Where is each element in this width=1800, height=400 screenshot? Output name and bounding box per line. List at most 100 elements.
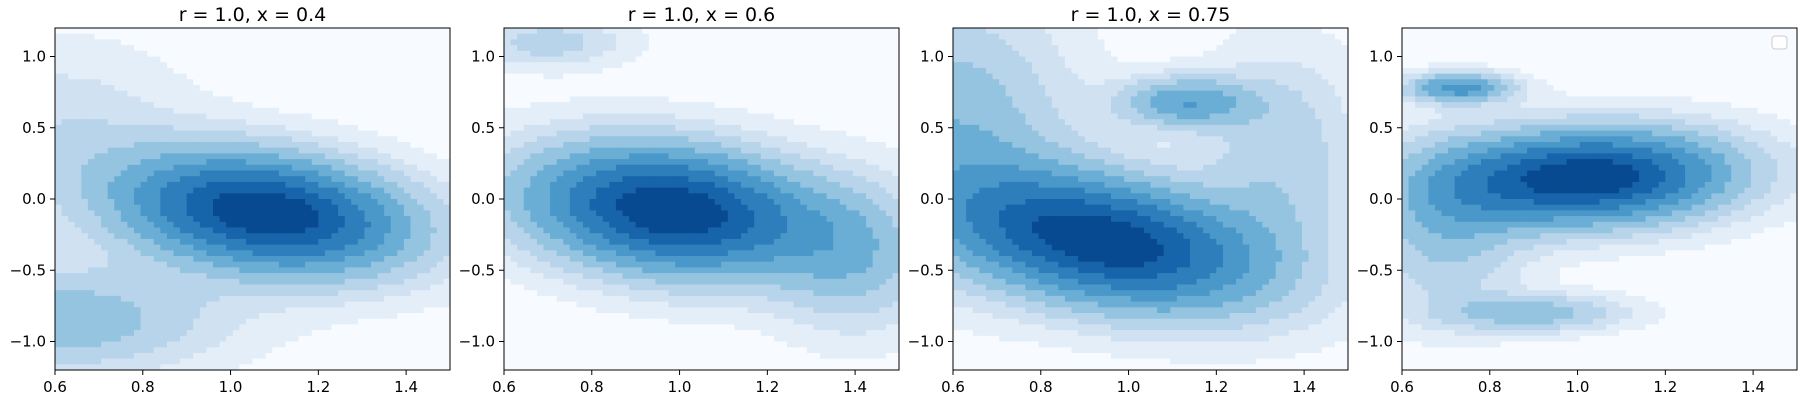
density-cell xyxy=(160,267,168,274)
density-cell xyxy=(397,250,405,257)
density-cell xyxy=(68,124,76,132)
density-cell xyxy=(417,210,425,217)
density-cell xyxy=(760,50,768,58)
density-cell xyxy=(885,136,894,143)
density-cell xyxy=(226,352,234,360)
density-cell xyxy=(423,67,431,75)
density-cell xyxy=(127,113,135,120)
density-cell xyxy=(265,324,273,331)
density-cell xyxy=(173,181,181,189)
density-cell xyxy=(259,50,267,58)
density-cell xyxy=(140,216,148,223)
density-cell xyxy=(166,56,175,63)
density-cell xyxy=(371,335,379,343)
density-cell xyxy=(206,107,214,115)
density-cell xyxy=(866,124,874,132)
density-cell xyxy=(265,85,273,92)
density-cell xyxy=(390,352,398,360)
density-cell xyxy=(583,39,591,46)
density-cell xyxy=(344,347,352,354)
density-cell xyxy=(219,39,227,46)
density-cell xyxy=(787,130,795,137)
density-cell xyxy=(430,256,438,263)
density-cell xyxy=(563,130,571,137)
density-cell xyxy=(602,130,610,137)
density-cell xyxy=(754,147,762,154)
density-cell xyxy=(199,176,208,183)
density-cell xyxy=(186,67,194,75)
density-cell xyxy=(371,142,379,149)
density-cell xyxy=(338,107,346,115)
density-cell xyxy=(384,62,392,69)
density-cell xyxy=(206,45,214,52)
density-cell xyxy=(344,290,352,297)
density-cell xyxy=(523,28,531,35)
density-cell xyxy=(826,39,834,46)
density-cell xyxy=(265,39,273,46)
density-cell xyxy=(701,33,709,40)
density-cell xyxy=(239,33,247,40)
density-cell xyxy=(166,193,175,200)
density-cell xyxy=(68,364,76,370)
density-cell xyxy=(160,130,168,137)
density-cell xyxy=(410,124,418,132)
density-cell xyxy=(806,113,815,120)
density-cell xyxy=(213,164,221,172)
density-cell xyxy=(226,273,234,280)
density-cell xyxy=(285,39,293,46)
density-cell xyxy=(410,273,418,280)
density-cell xyxy=(417,261,425,268)
density-cell xyxy=(504,142,512,149)
density-cell xyxy=(153,301,161,308)
density-cell xyxy=(61,261,69,268)
density-cell xyxy=(74,170,82,177)
density-cell xyxy=(94,256,102,263)
density-cell xyxy=(180,193,188,200)
density-cell xyxy=(199,85,208,92)
density-cell xyxy=(278,56,287,63)
density-cell xyxy=(826,73,834,80)
density-cell xyxy=(107,284,115,291)
density-cell xyxy=(417,364,425,370)
density-cell xyxy=(134,330,142,337)
density-cell xyxy=(193,267,201,274)
density-cell xyxy=(193,273,201,280)
density-cell xyxy=(417,330,425,337)
density-cell xyxy=(364,352,372,360)
density-cell xyxy=(134,176,142,183)
density-cell xyxy=(147,210,155,217)
density-cell xyxy=(180,142,188,149)
density-cell xyxy=(430,187,438,194)
density-cell xyxy=(68,79,76,86)
density-cell xyxy=(436,170,445,177)
density-cell xyxy=(800,50,808,58)
density-cell xyxy=(523,113,531,120)
density-cell xyxy=(708,45,716,52)
density-cell xyxy=(311,352,319,360)
density-cell xyxy=(147,290,155,297)
density-cell xyxy=(219,67,227,75)
density-cell xyxy=(430,62,438,69)
density-cell xyxy=(635,67,643,75)
density-cell xyxy=(199,193,208,200)
density-cell xyxy=(219,256,227,263)
density-cell xyxy=(94,176,102,183)
density-cell xyxy=(443,341,450,348)
density-cell xyxy=(550,107,558,115)
density-cell xyxy=(517,96,525,103)
density-cell xyxy=(741,85,749,92)
density-cell xyxy=(569,147,578,154)
density-cell xyxy=(265,45,273,52)
density-cell xyxy=(642,119,650,126)
density-cell xyxy=(292,204,300,211)
density-cell xyxy=(741,113,749,120)
density-cell xyxy=(357,119,366,126)
density-cell xyxy=(199,358,208,365)
density-cell xyxy=(423,159,431,166)
density-cell xyxy=(68,233,76,240)
density-cell xyxy=(259,204,267,211)
density-cell xyxy=(688,56,696,63)
density-cell xyxy=(833,107,841,115)
density-cell xyxy=(826,113,834,120)
density-cell xyxy=(153,176,161,183)
